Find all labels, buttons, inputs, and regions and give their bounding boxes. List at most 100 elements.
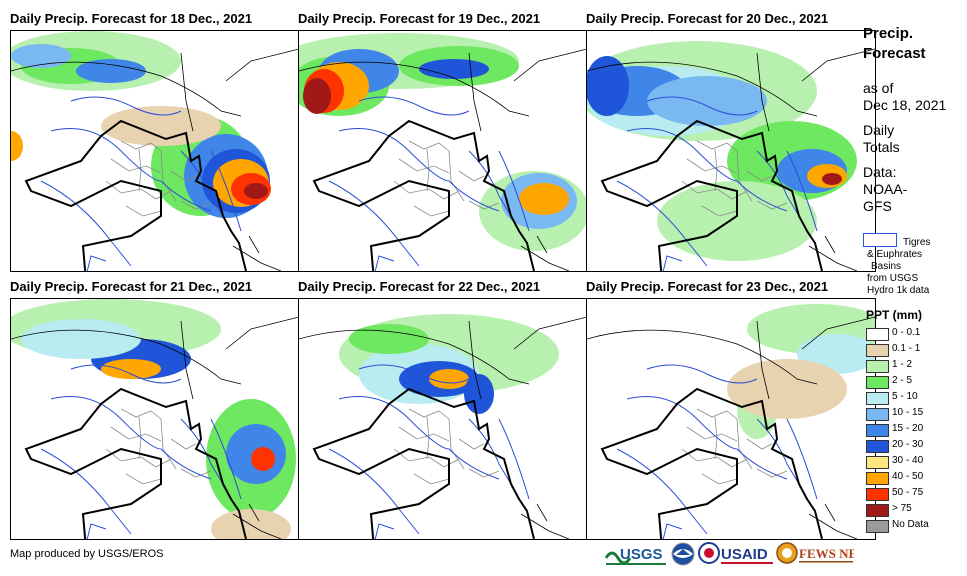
basin-swatch [863,233,897,247]
iraq-border [24,387,247,539]
data-line1: Data: [863,164,897,180]
asof-line1: as of [863,80,894,96]
precip-field [11,31,271,218]
forecast-panel-dec20: Daily Precip. Forecast for 20 Dec., 2021 [586,10,876,272]
legend-swatch [866,472,889,485]
neighbor-borders [587,316,875,539]
neighbor-borders [11,316,299,539]
forecast-panel-dec23: Daily Precip. Forecast for 23 Dec., 2021 [586,278,876,540]
ppt-legend: 0 - 0.1 0.1 - 1 1 - 2 2 - 5 5 - 10 10 - 15 15 … [866,326,966,534]
sidebar-info: Precip. Forecast as of Dec 18, 2021 Dail… [863,24,967,215]
sidebar-title-line2: Forecast [863,45,926,62]
precip-area [11,131,23,161]
totals-line2: Totals [863,139,900,155]
district-boundaries [393,408,500,485]
legend-item: 0.1 - 1 [866,342,966,358]
legend-label: > 75 [892,503,912,514]
legend-label: 10 - 15 [892,407,924,418]
legend-swatch [866,328,889,341]
forecast-map [10,30,300,272]
data-line2: NOAA- [863,181,908,197]
panel-title: Daily Precip. Forecast for 23 Dec., 2021 [586,279,829,294]
totals-line1: Daily [863,122,895,138]
panel-title: Daily Precip. Forecast for 22 Dec., 2021 [298,279,541,294]
precip-area [647,76,767,126]
precip-area [429,369,469,389]
forecast-panel-dec22: Daily Precip. Forecast for 22 Dec., 2021 [298,278,588,540]
forecast-panel-dec18: Daily Precip. Forecast for 18 Dec., 2021 [10,10,300,272]
precip-map [299,314,587,539]
legend-label: 50 - 75 [892,487,924,498]
precip-map [299,33,587,271]
precip-map [587,41,875,271]
neighbor-borders [299,48,587,271]
legend-label: 0.1 - 1 [892,343,921,354]
legend-swatch [866,440,889,453]
precip-map [587,304,875,539]
basin-rivers [40,96,242,271]
legend-item: 15 - 20 [866,422,966,438]
fewsnet-logo-text: FEWS NET [799,546,854,561]
forecast-map [10,298,300,540]
legend-label: 40 - 50 [892,471,924,482]
precip-area [519,183,569,215]
legend-item: 30 - 40 [866,454,966,470]
precip-area [419,59,489,79]
forecast-map [586,30,876,272]
legend-item: 40 - 50 [866,470,966,486]
precip-area [587,56,629,116]
legend-swatch [866,344,889,357]
precip-area [244,183,268,199]
legend-swatch [866,376,889,389]
precip-area [11,44,71,68]
precip-field [339,314,559,414]
legend-item: > 75 [866,502,966,518]
legend-swatch [866,392,889,405]
precip-area [303,78,331,114]
precip-area [211,509,291,539]
fewsnet-logo: FEWS NET [776,540,866,568]
iraq-border [24,119,247,271]
legend-item: 5 - 10 [866,390,966,406]
precip-area [464,374,494,414]
neighbor-borders [587,48,875,271]
asof-line2: Dec 18, 2021 [863,97,947,113]
usaid-logo-text: USAID [721,546,768,563]
iraq-border [600,119,823,271]
forecast-panel-dec19: Daily Precip. Forecast for 19 Dec., 2021 [298,10,588,272]
precip-area [349,324,429,354]
legend-label: 15 - 20 [892,423,924,434]
legend-swatch [866,520,889,533]
map-credit: Map produced by USGS/EROS [10,548,164,560]
precip-area [101,106,221,146]
iraq-border [600,387,823,539]
legend-label: 2 - 5 [892,375,913,386]
usaid-logo: USAID [698,540,774,568]
basin-line3: Basins [871,261,902,272]
legend-item: No Data [866,518,966,534]
legend-item: 2 - 5 [866,374,966,390]
basin-line5: Hydro 1k data [867,285,930,296]
logo-strip: USGS USAID FEWS NET [604,540,866,570]
basin-rivers [616,96,818,271]
legend-swatch [866,456,889,469]
precip-area [657,181,817,261]
forecast-map [298,30,588,272]
legend-item: 50 - 75 [866,486,966,502]
legend-item: 1 - 2 [866,358,966,374]
precip-area [251,447,275,471]
legend-label: 1 - 2 [892,359,913,370]
precip-area [727,359,847,419]
precip-field [727,304,875,439]
legend-label: 5 - 10 [892,391,918,402]
legend-swatch [866,408,889,421]
legend-title: PPT (mm) [866,308,923,322]
basin-line1: Tigres [903,237,931,248]
panel-title: Daily Precip. Forecast for 18 Dec., 2021 [10,11,253,26]
usgs-logo-text: USGS [620,546,663,563]
panel-title: Daily Precip. Forecast for 20 Dec., 2021 [586,11,829,26]
usgs-logo: USGS [604,540,668,568]
data-line3: GFS [863,198,892,214]
precip-map [11,299,299,539]
precip-field [299,33,587,251]
